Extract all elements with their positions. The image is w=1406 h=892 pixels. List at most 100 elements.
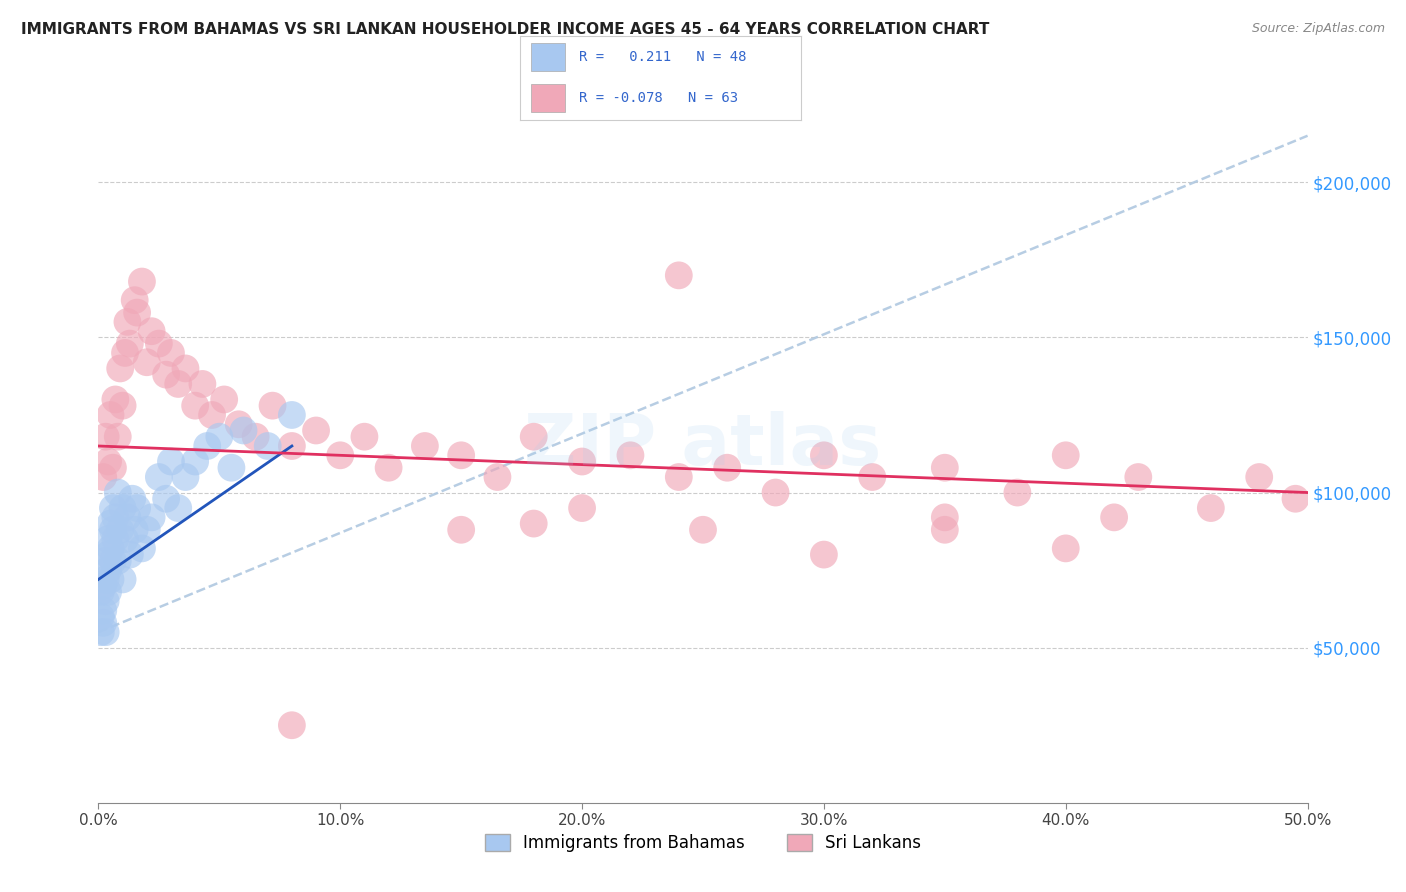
Point bbox=[256, 439, 278, 453]
Point bbox=[281, 408, 304, 422]
Point bbox=[107, 554, 129, 568]
Point bbox=[167, 376, 190, 391]
Point bbox=[111, 501, 134, 516]
Point bbox=[107, 485, 129, 500]
Point bbox=[90, 584, 112, 599]
Point bbox=[212, 392, 235, 407]
Point bbox=[148, 470, 170, 484]
Point bbox=[195, 439, 218, 453]
FancyBboxPatch shape bbox=[531, 44, 565, 71]
Point bbox=[1054, 448, 1077, 462]
Point bbox=[174, 361, 197, 376]
Point bbox=[221, 460, 243, 475]
Point bbox=[1284, 491, 1306, 506]
Point bbox=[104, 532, 127, 546]
Point bbox=[160, 454, 183, 468]
Point bbox=[97, 548, 120, 562]
Point bbox=[1007, 485, 1029, 500]
Point bbox=[184, 454, 207, 468]
Point bbox=[353, 430, 375, 444]
Point bbox=[104, 510, 127, 524]
Point bbox=[155, 368, 177, 382]
Point bbox=[716, 460, 738, 475]
Point bbox=[155, 491, 177, 506]
Point bbox=[117, 315, 139, 329]
Point bbox=[135, 523, 157, 537]
Point bbox=[201, 408, 224, 422]
Point bbox=[94, 625, 117, 640]
Point bbox=[413, 439, 436, 453]
Point bbox=[860, 470, 883, 484]
FancyBboxPatch shape bbox=[531, 84, 565, 112]
Point bbox=[934, 460, 956, 475]
Legend: Immigrants from Bahamas, Sri Lankans: Immigrants from Bahamas, Sri Lankans bbox=[478, 827, 928, 859]
Point bbox=[668, 268, 690, 283]
Point bbox=[208, 430, 231, 444]
Point bbox=[1054, 541, 1077, 556]
Point bbox=[101, 501, 124, 516]
Point bbox=[692, 523, 714, 537]
Point bbox=[97, 532, 120, 546]
Point bbox=[91, 579, 114, 593]
Point bbox=[124, 293, 146, 308]
Point bbox=[101, 523, 124, 537]
Point bbox=[232, 424, 254, 438]
Point bbox=[108, 523, 131, 537]
Point bbox=[619, 448, 641, 462]
Point bbox=[1199, 501, 1222, 516]
Text: R = -0.078   N = 63: R = -0.078 N = 63 bbox=[579, 91, 738, 105]
Point bbox=[160, 346, 183, 360]
Point bbox=[97, 584, 120, 599]
Point bbox=[305, 424, 328, 438]
Point bbox=[1249, 470, 1271, 484]
Point bbox=[97, 563, 120, 577]
Point bbox=[184, 399, 207, 413]
Text: R =   0.211   N = 48: R = 0.211 N = 48 bbox=[579, 50, 747, 64]
Point bbox=[571, 454, 593, 468]
Point bbox=[191, 376, 214, 391]
Point bbox=[90, 609, 112, 624]
Point bbox=[101, 554, 124, 568]
Point bbox=[148, 336, 170, 351]
Text: Source: ZipAtlas.com: Source: ZipAtlas.com bbox=[1251, 22, 1385, 36]
Point bbox=[127, 305, 149, 319]
Point bbox=[377, 460, 399, 475]
Point bbox=[1128, 470, 1150, 484]
Point bbox=[281, 439, 304, 453]
Point bbox=[174, 470, 197, 484]
Point bbox=[104, 392, 127, 407]
Point bbox=[94, 554, 117, 568]
Point bbox=[118, 336, 141, 351]
Point bbox=[118, 548, 141, 562]
Point bbox=[765, 485, 787, 500]
Point bbox=[523, 516, 546, 531]
Point bbox=[111, 573, 134, 587]
Point bbox=[1102, 510, 1125, 524]
Point bbox=[94, 430, 117, 444]
Point bbox=[114, 346, 136, 360]
Point bbox=[450, 523, 472, 537]
Point bbox=[141, 510, 163, 524]
Point bbox=[121, 491, 143, 506]
Point bbox=[668, 470, 690, 484]
Point bbox=[91, 603, 114, 617]
Point bbox=[101, 460, 124, 475]
Point bbox=[228, 417, 250, 432]
Point bbox=[94, 594, 117, 608]
Point bbox=[114, 532, 136, 546]
Point bbox=[100, 516, 122, 531]
Point bbox=[91, 615, 114, 630]
Point bbox=[100, 541, 122, 556]
Point bbox=[100, 408, 122, 422]
Point bbox=[131, 541, 153, 556]
Point bbox=[486, 470, 509, 484]
Point bbox=[117, 510, 139, 524]
Point bbox=[131, 275, 153, 289]
Point bbox=[167, 501, 190, 516]
Point bbox=[91, 470, 114, 484]
Point bbox=[245, 430, 267, 444]
Point bbox=[281, 718, 304, 732]
Point bbox=[813, 448, 835, 462]
Point bbox=[813, 548, 835, 562]
Point bbox=[107, 430, 129, 444]
